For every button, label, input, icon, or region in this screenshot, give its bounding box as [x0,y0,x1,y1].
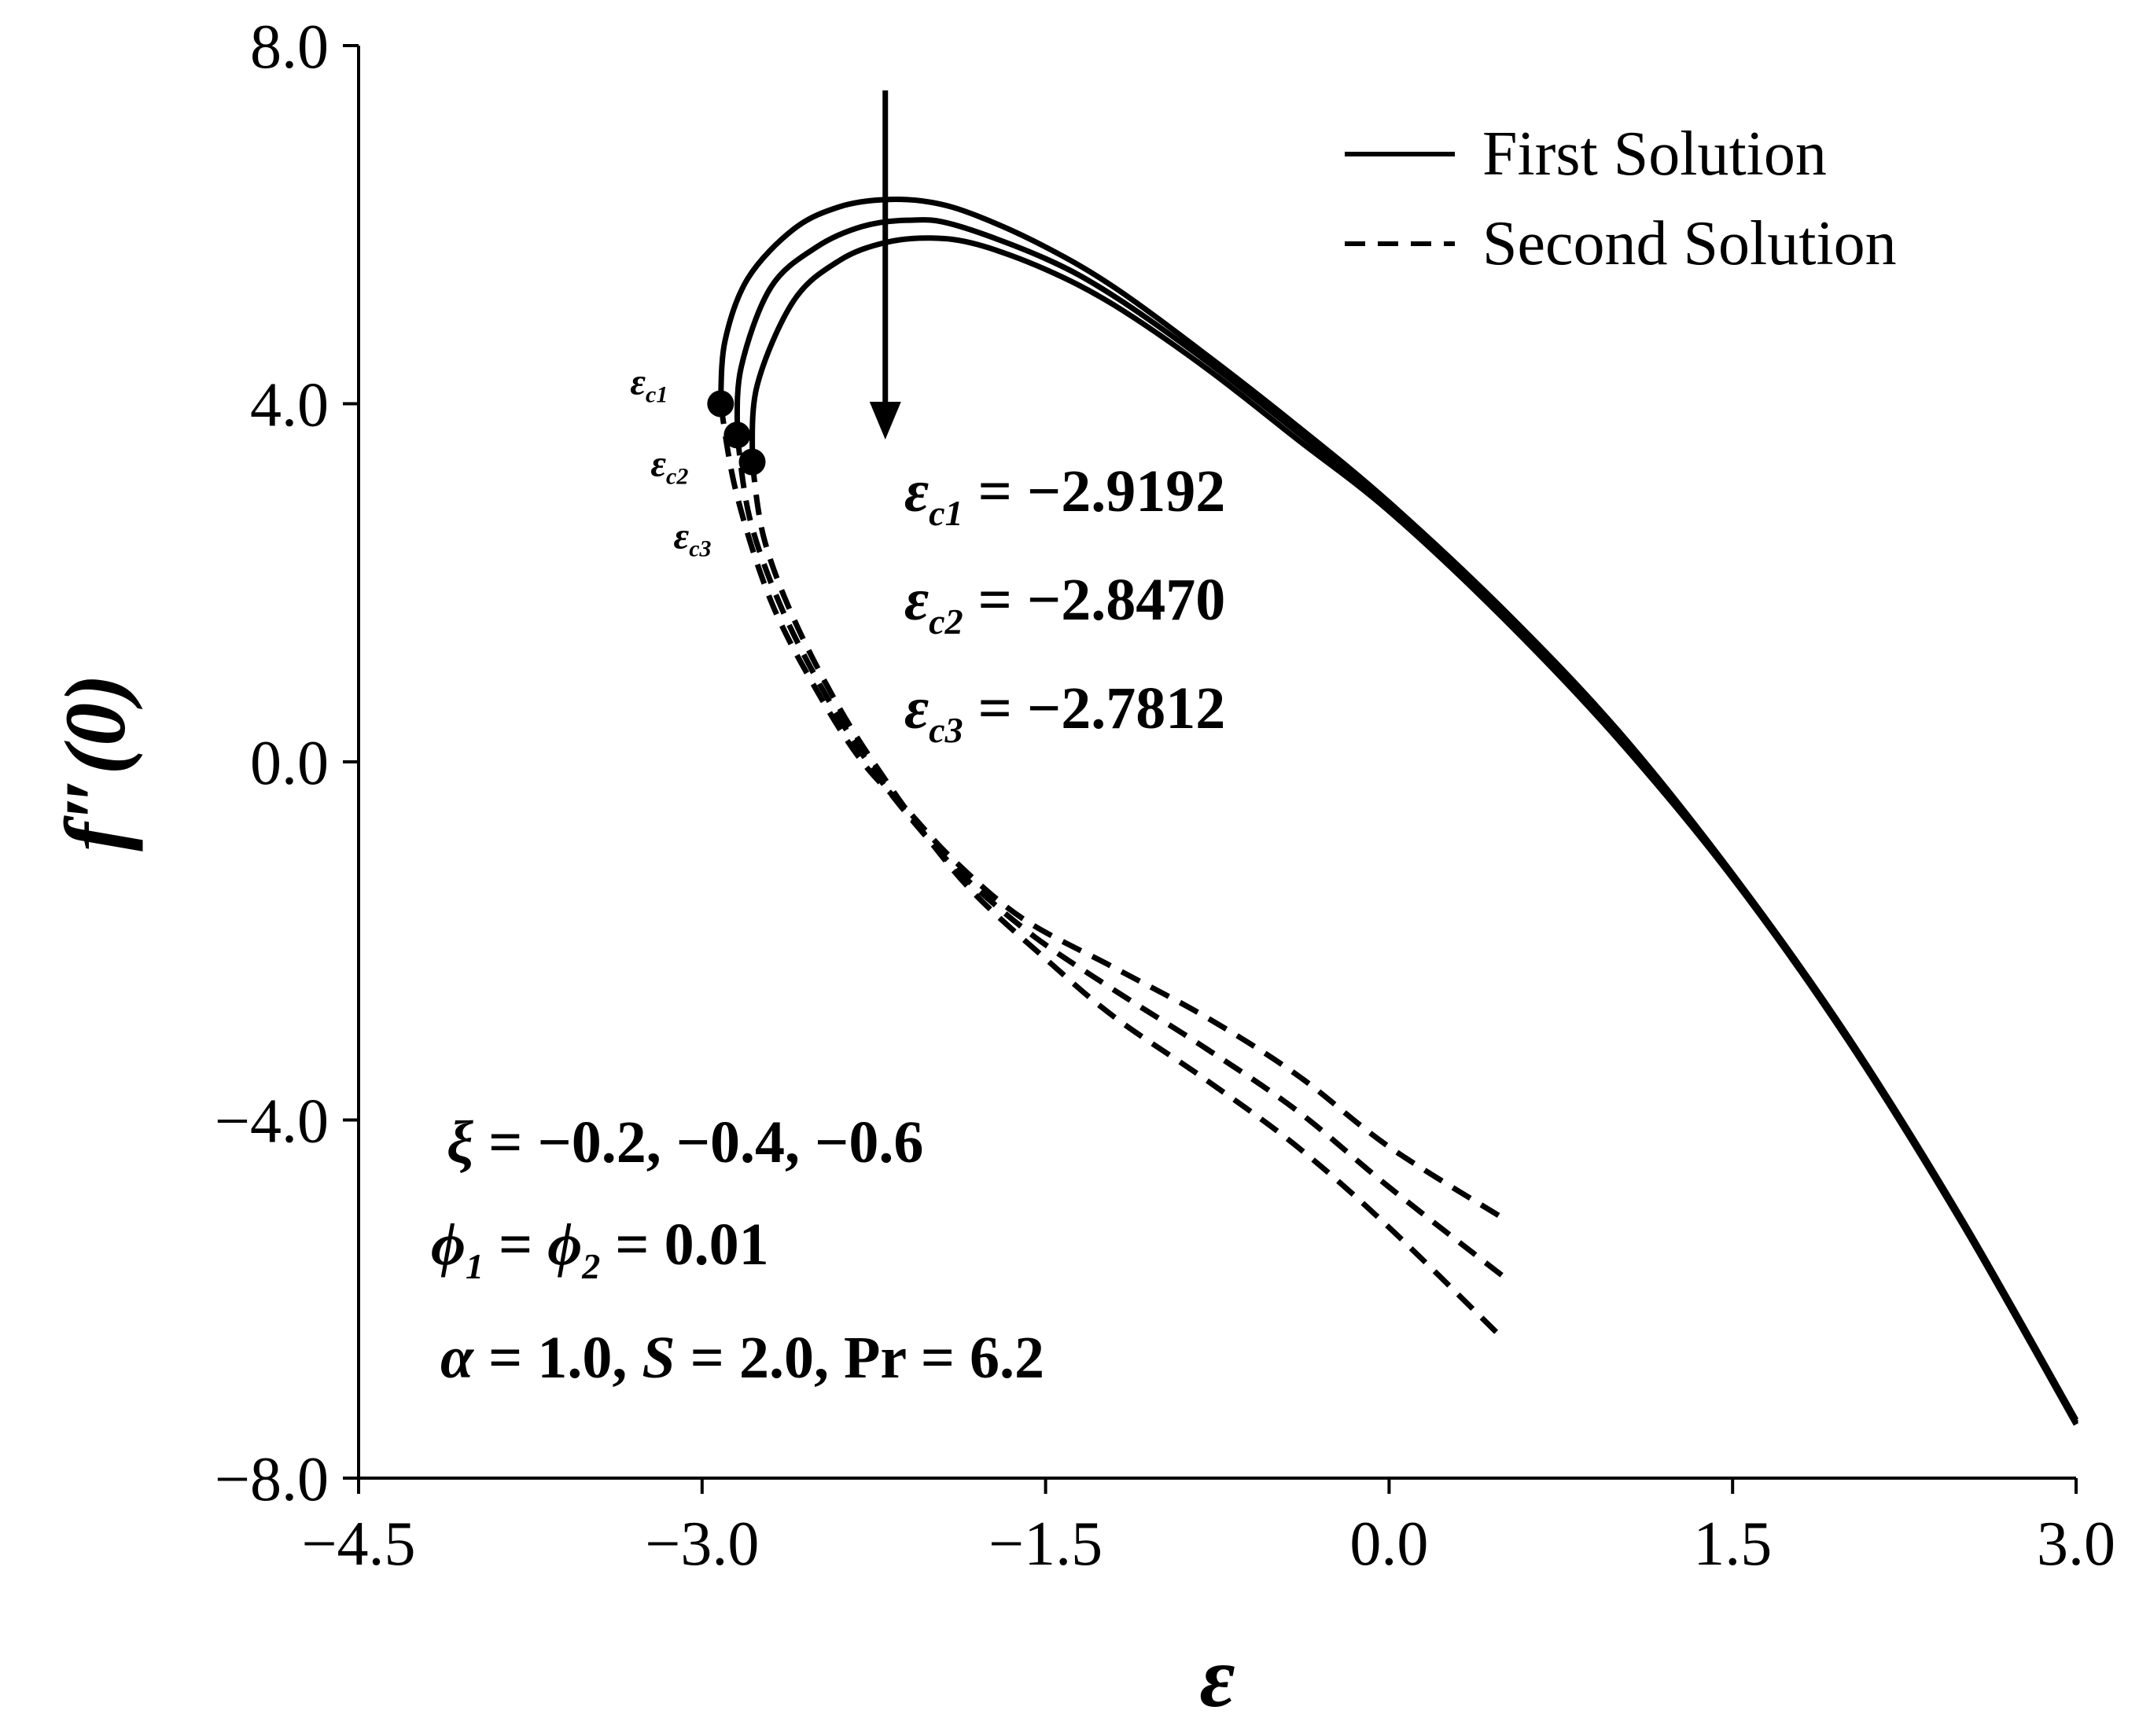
annotation-crit-2-symbol: ε [904,567,929,633]
annotation-alpha: α = 1.0, S = 2.0, Pr = 6.2 [440,1325,1044,1391]
x-tick-label: 0.0 [1349,1510,1428,1579]
annotation-phi1-symbol: ϕ [431,1212,466,1278]
annotation-crit-3-symbol: ε [904,675,929,741]
annotation-crit-3-value: = −2.7812 [963,675,1226,741]
annotation-xi-symbol: ξ [447,1109,473,1175]
annotation-phi-value: = 0.01 [600,1212,768,1278]
annotation-crit-2: εc2 = −2.8470 [904,567,1225,642]
legend-label-first: First Solution [1482,120,1827,189]
annotation-phi-eq: = [484,1212,547,1278]
annotation-crit-3-sub: c3 [929,710,963,750]
first-solution-line-3 [749,235,2079,1426]
annotation-crit-1-symbol: ε [904,458,929,524]
annotation-alpha-value: = 1.0, [473,1325,642,1391]
critical-point-marker-1 [707,390,734,417]
second-solution-line-3 [749,461,1506,1342]
annotation-phi2-symbol: ϕ [547,1212,582,1278]
y-tick-label: −4.0 [215,1087,329,1157]
legend: First Solution Second Solution [1345,120,1897,278]
y-tick-label: −8.0 [215,1445,329,1514]
y-axis-title: f″(0) [47,674,143,851]
y-tick-label: 0.0 [250,729,329,798]
legend-label-second: Second Solution [1482,209,1897,278]
critical-value-annotations: εc1 = −2.9192 εc2 = −2.8470 εc3 = −2.781… [904,458,1225,750]
annotation-crit-2-sub: c2 [929,601,963,642]
annotation-xi-value: = −0.2, −0.4, −0.6 [473,1109,923,1175]
x-tick-label: −1.5 [989,1510,1103,1579]
tick-marks: −4.5 −3.0 −1.5 0.0 1.5 3.0 −8.0 −4.0 0.0 4.0 8.0 [215,13,2115,1579]
x-tick-label: −3.0 [645,1510,759,1579]
annotation-phi: ϕ1 = ϕ2 = 0.01 [431,1212,769,1286]
arrow-head [869,402,901,440]
y-tick-label: 4.0 [250,371,329,440]
critical-points: εc1 εc2 εc3 [630,362,766,562]
annotation-crit-1-value: = −2.9192 [963,458,1226,524]
annotation-phi2-sub: 2 [581,1246,600,1286]
parameter-annotations: ξ = −0.2, −0.4, −0.6 ϕ1 = ϕ2 = 0.01 α = … [431,1109,1044,1391]
annotation-alpha-symbol: α [440,1325,475,1391]
second-solution-line-1 [717,403,1505,1221]
x-tick-label: 1.5 [1693,1510,1772,1579]
x-tick-label: −4.5 [301,1510,415,1579]
annotation-phi1-sub: 1 [466,1246,484,1286]
critical-point-tag-2: εc2 [650,443,688,489]
x-tick-label: 3.0 [2037,1510,2115,1579]
trend-arrow [869,90,901,440]
second-solution-line-2 [734,434,1506,1279]
annotation-s-value: = 2.0, Pr = 6.2 [676,1325,1044,1391]
critical-point-marker-2 [723,421,751,449]
critical-point-tag-3: εc3 [674,516,712,562]
annotation-crit-3: εc3 = −2.7812 [904,675,1225,750]
annotation-crit-1-sub: c1 [929,493,963,533]
annotation-xi: ξ = −0.2, −0.4, −0.6 [447,1109,923,1175]
x-axis-title: ε [1199,1629,1235,1725]
annotation-crit-2-value: = −2.8470 [963,567,1226,633]
critical-point-tag-1: εc1 [630,362,668,408]
y-tick-label: 8.0 [250,13,329,82]
annotation-s-symbol: S [642,1325,675,1391]
axes: −4.5 −3.0 −1.5 0.0 1.5 3.0 −8.0 −4.0 0.0 4.0 8.0 [215,13,2115,1579]
annotation-crit-1: εc1 = −2.9192 [904,458,1225,533]
critical-point-marker-3 [738,448,766,476]
series-layer [717,197,2079,1426]
